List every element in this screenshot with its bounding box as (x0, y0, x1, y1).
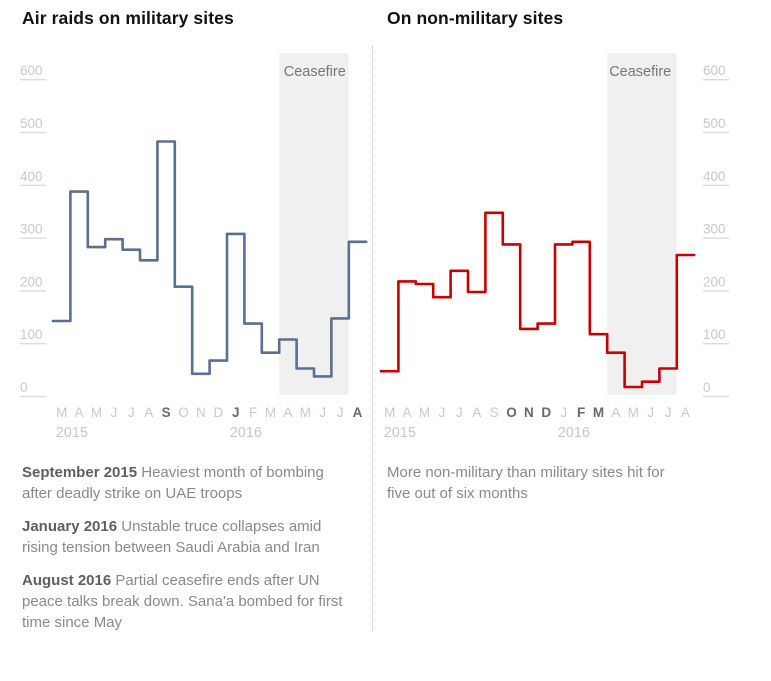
annotation-lead: September 2015 (22, 464, 138, 481)
y-tick-label: 0 (703, 380, 711, 395)
y-tick-label: 500 (20, 116, 43, 131)
year-label: 2015 (56, 425, 88, 440)
y-tick-label: 0 (20, 380, 28, 395)
chart-divider (372, 46, 373, 632)
month-label: A (681, 405, 690, 420)
month-label: J (128, 405, 135, 420)
month-label: N (524, 405, 534, 420)
month-label: D (213, 405, 223, 420)
month-label: J (111, 405, 118, 420)
month-label: J (337, 405, 344, 420)
month-label: J (647, 405, 654, 420)
annotation-lead: August 2016 (22, 572, 112, 589)
y-tick-label: 100 (20, 327, 43, 342)
chart-title-non-military: On non-military sites (387, 8, 564, 28)
annotation-lead: January 2016 (22, 518, 118, 535)
ceasefire-band (279, 53, 349, 395)
month-label: A (144, 405, 153, 420)
month-label: N (196, 405, 206, 420)
y-tick-label: 200 (703, 274, 726, 289)
month-label: M (265, 405, 276, 420)
annotation-text: More non-military than military sites hi… (387, 464, 665, 502)
chart-title-military: Air raids on military sites (22, 8, 234, 28)
y-tick-label: 200 (20, 274, 43, 289)
month-label: J (456, 405, 463, 420)
month-label: A (283, 405, 292, 420)
month-label: M (593, 405, 604, 420)
year-label: 2016 (558, 425, 590, 440)
annotation-non-military: More non-military than military sites hi… (387, 462, 689, 504)
y-tick-label: 300 (20, 222, 43, 237)
month-label: F (577, 405, 585, 420)
annotations-military: September 2015 Heaviest month of bombing… (22, 462, 346, 645)
ceasefire-label: Ceasefire (284, 64, 346, 80)
month-label: M (419, 405, 430, 420)
year-label: 2016 (230, 425, 262, 440)
month-label: J (319, 405, 326, 420)
y-tick-label: 600 (703, 63, 726, 78)
annotation-text: Partial ceasefire ends after UN peace ta… (22, 572, 343, 631)
month-label: M (91, 405, 102, 420)
month-label: S (490, 405, 499, 420)
y-tick-label: 300 (703, 222, 726, 237)
month-label: A (611, 405, 620, 420)
month-label: O (178, 405, 189, 420)
month-label: A (472, 405, 481, 420)
step-line-series (379, 211, 696, 389)
annotation-january-2016: January 2016 Unstable truce collapses am… (22, 516, 346, 558)
annotation-text: Unstable truce collapses amid rising ten… (22, 518, 322, 556)
month-label: D (541, 405, 551, 420)
month-label: M (56, 405, 67, 420)
month-label: A (403, 405, 412, 420)
step-line-series (51, 140, 368, 378)
month-label: A (353, 405, 363, 420)
y-tick-label: 100 (703, 327, 726, 342)
month-label: M (628, 405, 639, 420)
y-tick-label: 400 (20, 169, 43, 184)
month-label: J (232, 405, 240, 420)
y-tick-label: 600 (20, 63, 43, 78)
month-label: O (506, 405, 517, 420)
ceasefire-band (607, 53, 677, 395)
annotation-august-2016: August 2016 Partial ceasefire ends after… (22, 570, 346, 633)
annotation-september-2015: September 2015 Heaviest month of bombing… (22, 462, 346, 504)
month-label: M (300, 405, 311, 420)
y-tick-label: 500 (703, 116, 726, 131)
month-label: J (439, 405, 446, 420)
annotation-text: Heaviest month of bombing after deadly s… (22, 464, 324, 502)
month-label: J (560, 405, 567, 420)
month-label: F (249, 405, 257, 420)
year-label: 2015 (384, 425, 416, 440)
annotations-non-military: More non-military than military sites hi… (387, 462, 689, 516)
month-label: J (665, 405, 672, 420)
month-label: M (384, 405, 395, 420)
ceasefire-label: Ceasefire (609, 64, 671, 80)
y-tick-label: 400 (703, 169, 726, 184)
month-label: A (75, 405, 84, 420)
month-label: S (162, 405, 171, 420)
